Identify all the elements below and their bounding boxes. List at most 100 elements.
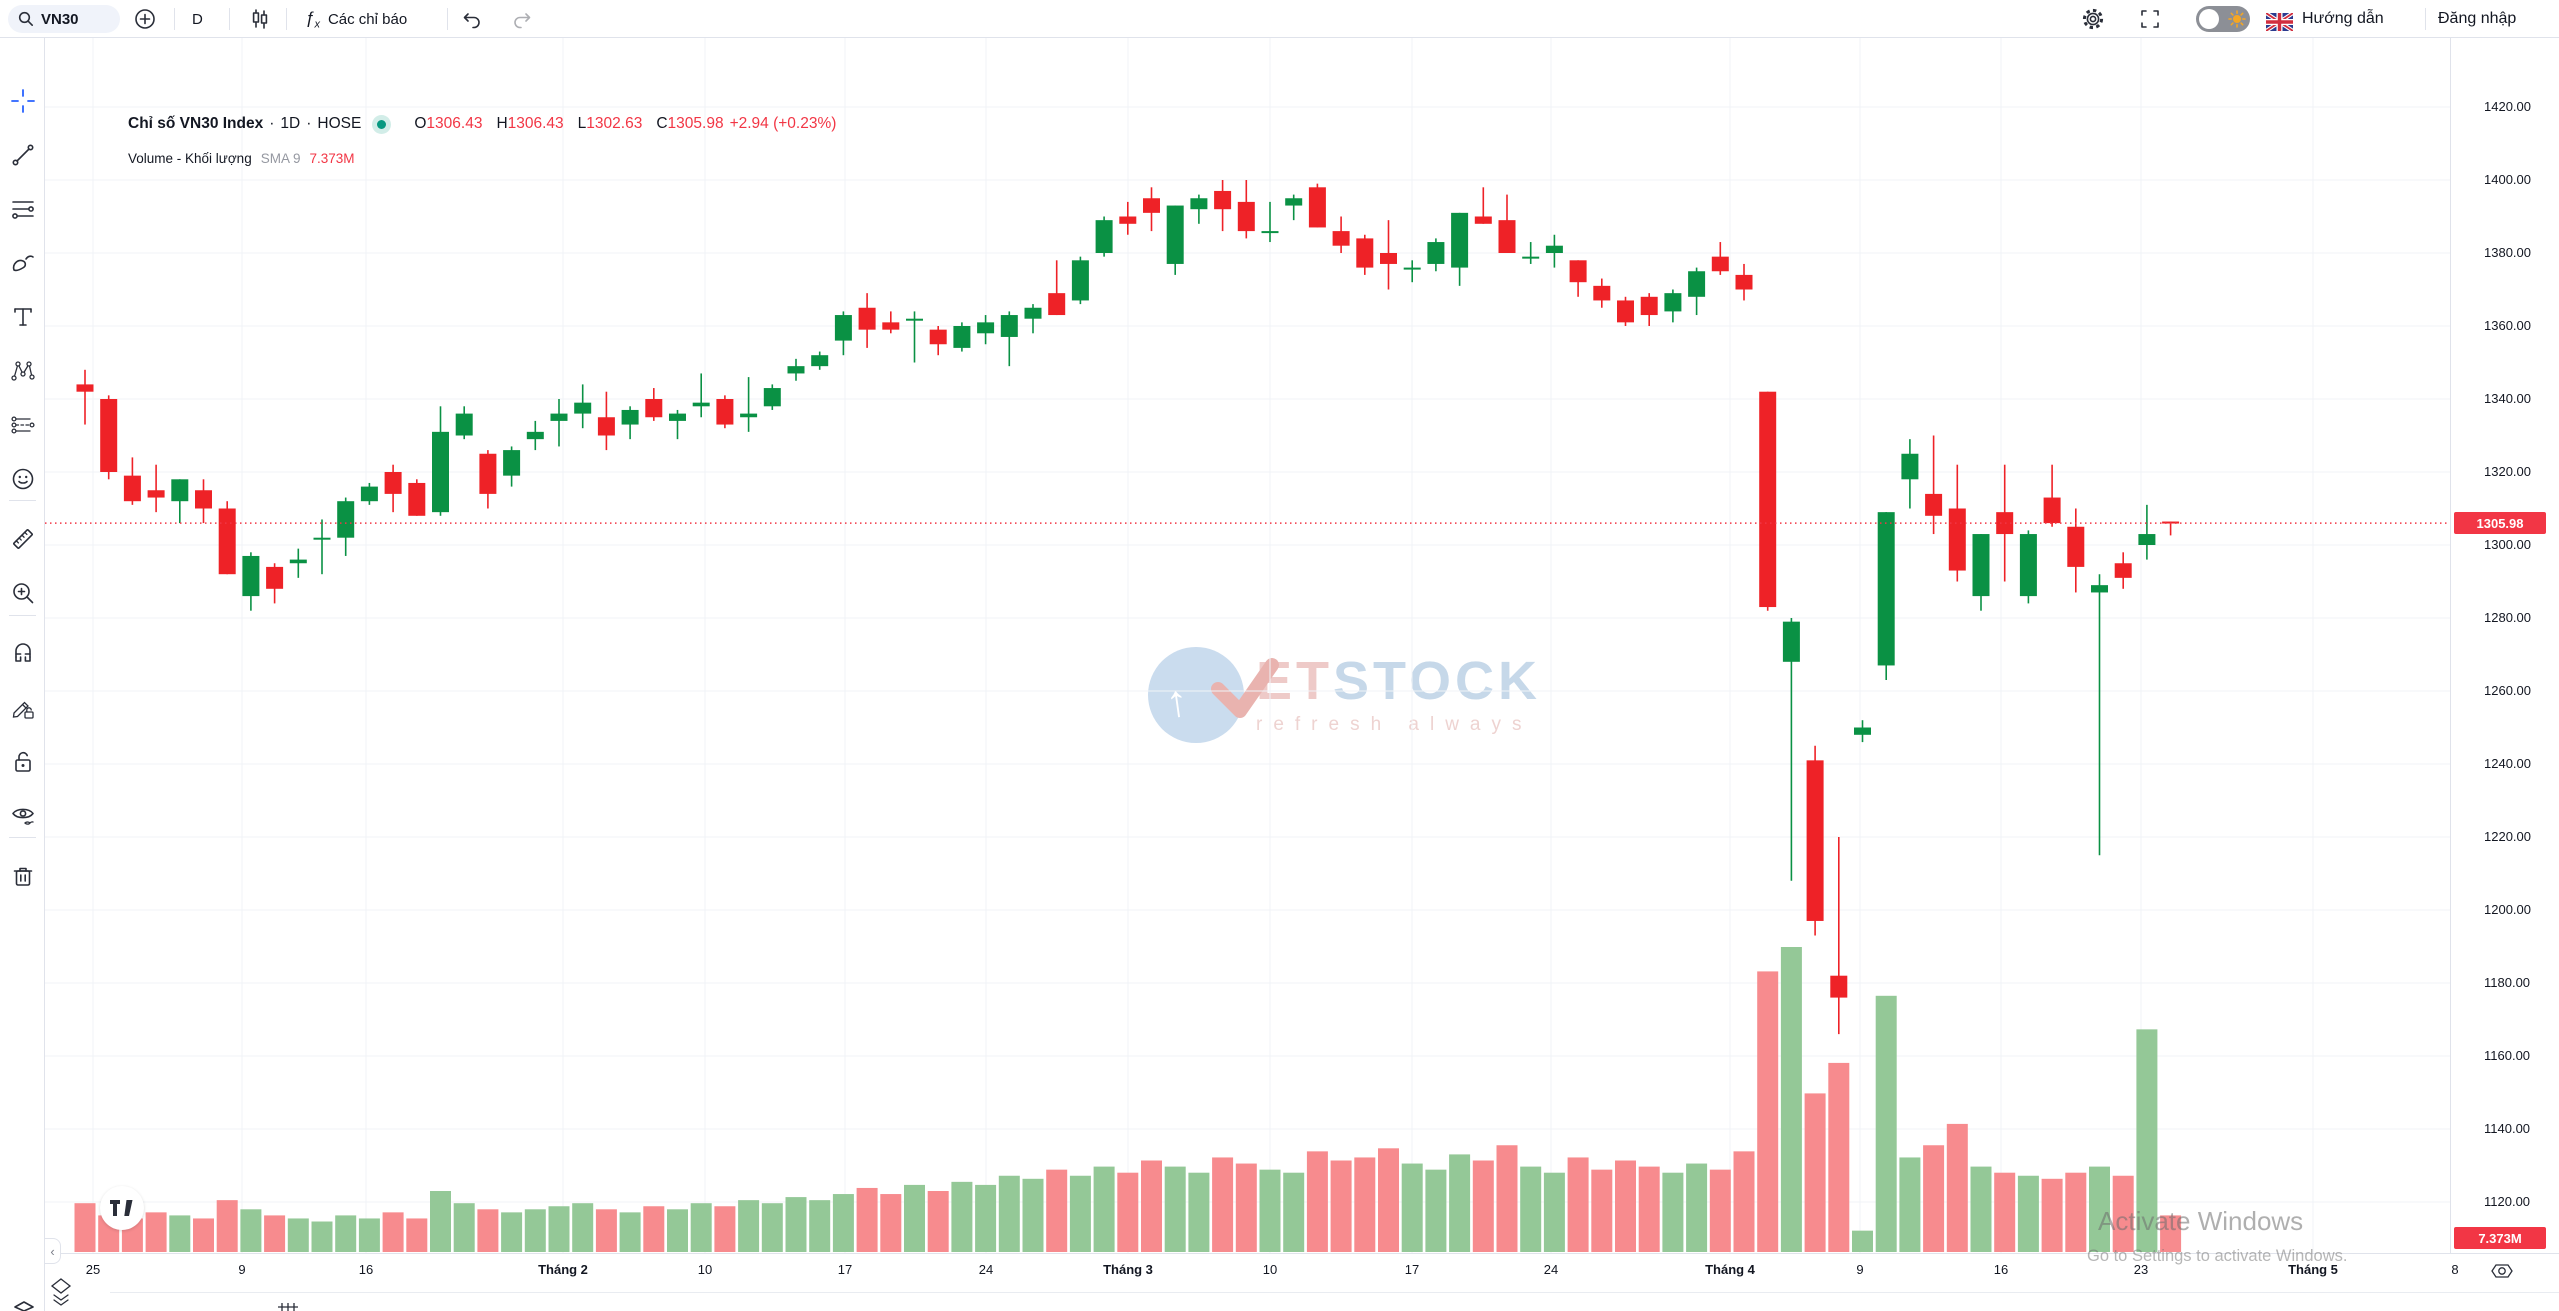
sun-icon xyxy=(2228,10,2246,28)
price-tick-label: 1200.00 xyxy=(2484,902,2531,917)
legend-interval: 1D xyxy=(280,115,301,132)
legend-exchange: HOSE xyxy=(317,115,362,132)
layers-partial-icon[interactable] xyxy=(13,1301,35,1311)
fx-icon: ƒx xyxy=(305,7,320,31)
price-tick-label: 1420.00 xyxy=(2484,99,2531,114)
symbol-search-value: VN30 xyxy=(41,10,79,28)
legend-low: L1302.63 xyxy=(577,115,643,132)
tradingview-logo[interactable] xyxy=(100,1186,144,1230)
time-tick-label: Tháng 2 xyxy=(538,1262,588,1277)
time-tick-label: 9 xyxy=(238,1262,246,1277)
indicators-button[interactable]: ƒx Các chỉ báo xyxy=(305,7,408,31)
market-status-dot[interactable] xyxy=(377,119,387,129)
uk-flag-icon[interactable] xyxy=(2265,8,2293,36)
time-tick-label: 10 xyxy=(697,1262,713,1277)
trend-line-tool-icon[interactable] xyxy=(8,140,37,169)
toolbar-separator xyxy=(229,8,230,30)
time-tick-label: 17 xyxy=(837,1262,853,1277)
measure-ruler-tool-icon[interactable] xyxy=(8,524,37,553)
time-tick-label: 17 xyxy=(1404,1262,1420,1277)
legend-open: O1306.43 xyxy=(414,115,483,132)
candlestick-chart[interactable] xyxy=(45,38,2450,1253)
vietstock-watermark-text: ETSTOCK refresh always xyxy=(1256,651,1542,735)
brush-tool-icon[interactable] xyxy=(8,248,37,277)
chart-pane[interactable]: ↑ ETSTOCK refresh always Chỉ số VN30 Ind… xyxy=(45,38,2450,1253)
toolbar-divider xyxy=(9,500,36,501)
price-axis[interactable]: 1420.00 1400.00 1380.00 1360.00 1340.00 1320.… xyxy=(2450,38,2559,1253)
price-tick-label: 1240.00 xyxy=(2484,756,2531,771)
interval-button[interactable]: D xyxy=(192,10,203,28)
price-tick-label: 1120.00 xyxy=(2484,1194,2531,1209)
time-axis[interactable]: 25 9 16 Tháng 2 10 17 24 Tháng 3 10 17 24 Tháng 4 9 1… xyxy=(45,1253,2559,1292)
drawing-lock-tool-icon[interactable] xyxy=(8,693,37,722)
volume-sma-axis-label: 7.373M xyxy=(2454,1227,2546,1249)
price-tick-label: 1300.00 xyxy=(2484,537,2531,552)
price-tick-label: 1360.00 xyxy=(2484,318,2531,333)
settings-gear-icon[interactable] xyxy=(2079,5,2107,33)
hide-drawings-eye-icon[interactable] xyxy=(8,801,37,830)
delete-trash-icon[interactable] xyxy=(8,861,37,890)
current-price-label: 1305.98 xyxy=(2454,512,2546,535)
legend-change: +2.94 (+0.23%) xyxy=(729,115,837,132)
legend-separator: · xyxy=(306,115,312,132)
xabcd-pattern-tool-icon[interactable] xyxy=(8,356,37,385)
add-symbol-button[interactable] xyxy=(131,5,159,33)
chart-type-candles-button[interactable] xyxy=(246,5,274,33)
guide-link[interactable]: Hướng dẫn xyxy=(2302,10,2384,27)
magnet-tool-icon[interactable] xyxy=(8,639,37,668)
time-tick-label: Tháng 3 xyxy=(1103,1262,1153,1277)
fib-retracement-tool-icon[interactable] xyxy=(8,194,37,223)
symbol-legend[interactable]: Chỉ số VN30 Index · 1D · HOSE O1306.43 H… xyxy=(128,115,836,133)
price-tick-label: 1400.00 xyxy=(2484,172,2531,187)
toggle-knob xyxy=(2199,9,2219,29)
toolbar-separator xyxy=(447,8,448,30)
theme-toggle[interactable] xyxy=(2196,6,2250,32)
price-tick-label: 1320.00 xyxy=(2484,464,2531,479)
zoom-in-tool-icon[interactable] xyxy=(8,578,37,607)
time-tick-label: Tháng 5 xyxy=(2288,1262,2338,1277)
legend-close: C1305.98 xyxy=(656,115,724,132)
time-tick-label: 24 xyxy=(1543,1262,1559,1277)
calendar-partial-icon[interactable] xyxy=(278,1303,298,1311)
projection-tool-icon[interactable] xyxy=(8,410,37,439)
login-link[interactable]: Đăng nhập xyxy=(2438,10,2517,27)
toolbar-separator xyxy=(2425,8,2426,30)
bottom-panel-strip xyxy=(0,1292,2559,1311)
legend-high: H1306.43 xyxy=(496,115,564,132)
text-tool-icon[interactable] xyxy=(8,302,37,331)
lock-all-tool-icon[interactable] xyxy=(8,747,37,776)
vietstock-logo-icon: ↑ xyxy=(1148,647,1279,743)
toolbar-divider xyxy=(9,837,36,838)
time-tick-label: Tháng 4 xyxy=(1705,1262,1755,1277)
toolbar-divider xyxy=(9,615,36,616)
time-tick-label: 24 xyxy=(978,1262,994,1277)
price-tick-label: 1340.00 xyxy=(2484,391,2531,406)
time-tick-label: 8 xyxy=(2451,1262,2459,1277)
price-tick-label: 1180.00 xyxy=(2484,975,2531,990)
activate-windows-text: Activate Windows xyxy=(2098,1206,2304,1236)
fullscreen-icon[interactable] xyxy=(2136,5,2164,33)
time-tick-label: 25 xyxy=(85,1262,101,1277)
volume-legend[interactable]: Volume - Khối lượng SMA 9 7.373M xyxy=(128,151,355,166)
price-tick-label: 1280.00 xyxy=(2484,610,2531,625)
axis-eye-icon[interactable] xyxy=(2490,1262,2514,1280)
price-tick-label: 1220.00 xyxy=(2484,829,2531,844)
price-tick-label: 1140.00 xyxy=(2484,1121,2531,1136)
undo-button[interactable] xyxy=(458,5,486,33)
legend-symbol-title: Chỉ số VN30 Index xyxy=(128,115,264,132)
vietstock-watermark: ↑ ETSTOCK refresh always xyxy=(1148,630,1628,760)
volume-legend-title: Volume - Khối lượng xyxy=(128,151,252,166)
redo-button[interactable] xyxy=(508,5,536,33)
emoji-tool-icon[interactable] xyxy=(8,464,37,493)
price-tick-label: 1160.00 xyxy=(2484,1048,2531,1063)
symbol-search[interactable]: VN30 xyxy=(8,5,120,33)
time-tick-label: 16 xyxy=(1993,1262,2009,1277)
price-tick-label: 1260.00 xyxy=(2484,683,2531,698)
legend-separator: · xyxy=(269,115,275,132)
pane-collapse-handle[interactable]: ‹ xyxy=(45,1238,61,1264)
volume-sma-value: 7.373M xyxy=(309,151,355,166)
bottom-left-logo[interactable] xyxy=(48,1278,88,1308)
time-tick-label: 10 xyxy=(1262,1262,1278,1277)
volume-sma-label: SMA 9 xyxy=(260,151,301,166)
crosshair-tool-icon[interactable] xyxy=(8,86,37,115)
